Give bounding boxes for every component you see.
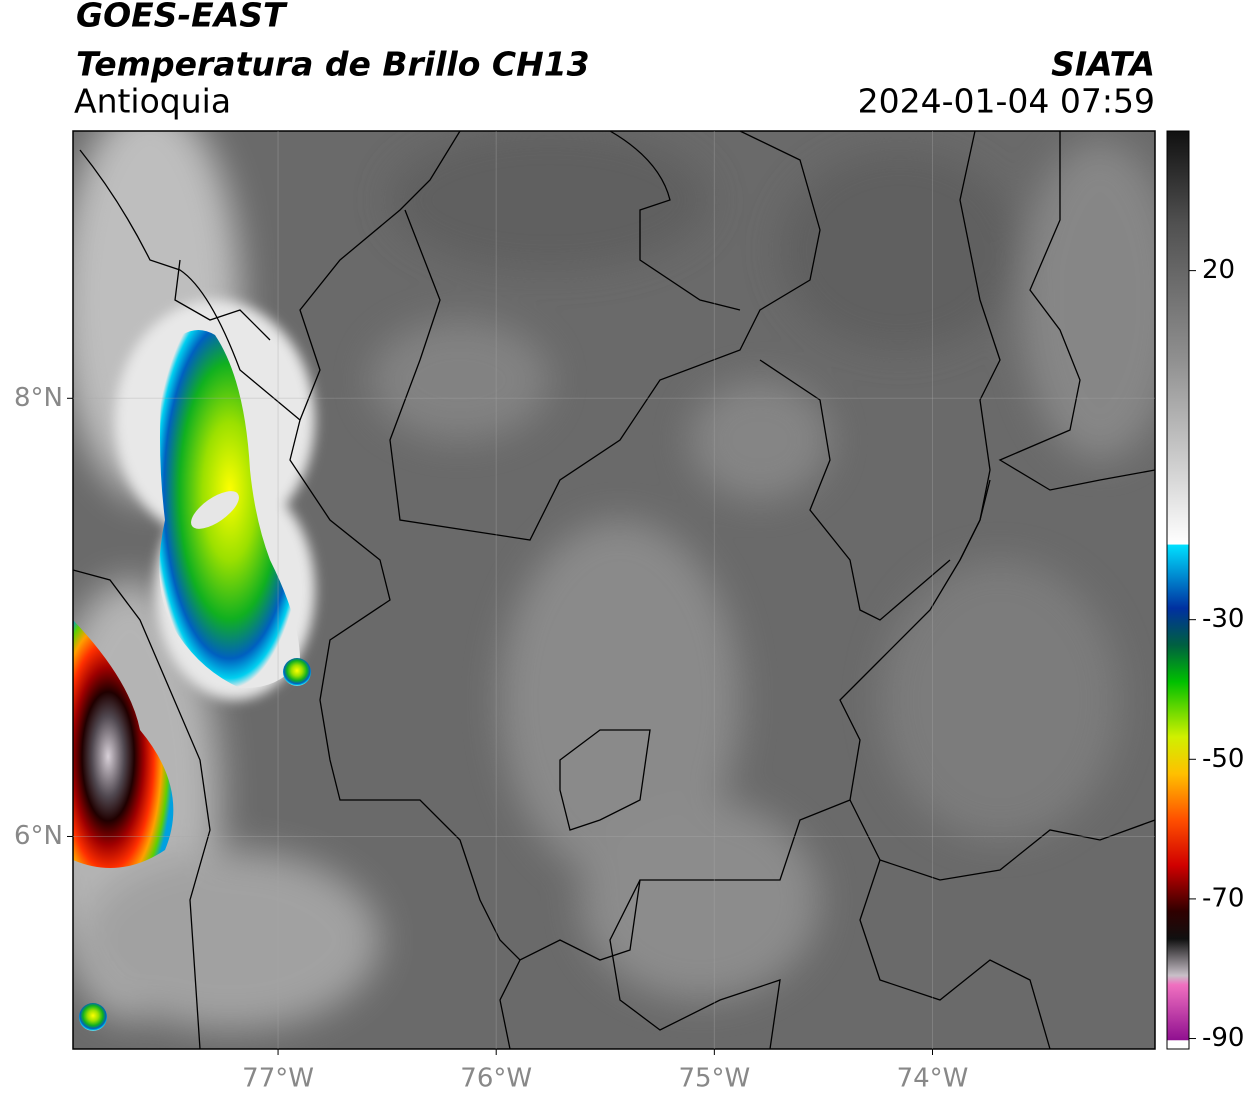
imagery	[73, 131, 1155, 1049]
colorbar	[1166, 130, 1190, 1050]
colorbar-tick-label: 20	[1202, 255, 1235, 285]
colorbar-tick-label: -50	[1202, 744, 1244, 774]
lon-tick-label: 76°W	[460, 1064, 532, 1094]
colorbar-tick-label: -70	[1202, 883, 1244, 913]
datetime: 2024-01-04 07:59	[858, 82, 1155, 121]
source: SIATA	[1051, 45, 1155, 84]
lon-tick-label: 77°W	[242, 1064, 314, 1094]
subtitle: Temperatura de Brillo CH13	[76, 45, 590, 84]
title: GOES-EAST	[76, 0, 288, 35]
region: Antioquia	[74, 82, 231, 121]
lon-tick-label: 75°W	[678, 1064, 750, 1094]
lat-tick-label: 6°N	[14, 821, 63, 851]
colorbar-tick-label: -30	[1202, 604, 1244, 634]
colorbar-tick-label: -90	[1202, 1023, 1244, 1053]
lat-tick-label: 8°N	[14, 383, 63, 413]
map-frame	[72, 130, 1156, 1050]
lon-tick-label: 74°W	[897, 1064, 969, 1094]
